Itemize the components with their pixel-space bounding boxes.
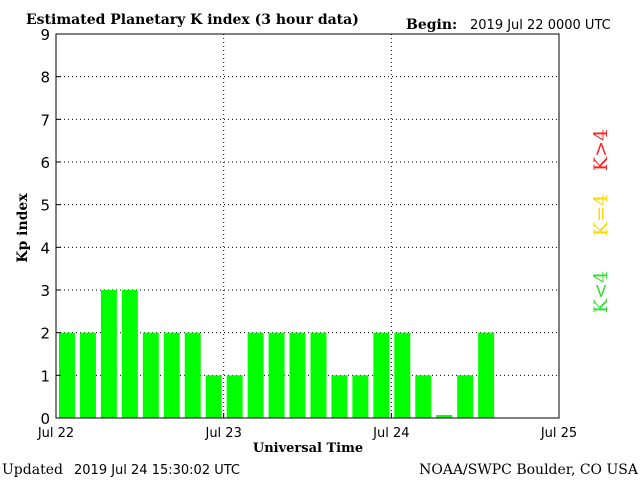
- y-tick-label: 1: [40, 367, 50, 385]
- updated-value: 2019 Jul 24 15:30:02 UTC: [74, 463, 240, 478]
- bar-16: [394, 332, 411, 418]
- y-tick-label: 2: [40, 325, 50, 343]
- bar-1: [79, 332, 96, 418]
- bar-0: [59, 332, 75, 418]
- bar-15: [373, 332, 390, 418]
- x-tick-label: Jul 22: [37, 426, 74, 441]
- x-tick-label: Jul 25: [540, 426, 577, 441]
- plot-frame: [55, 33, 560, 419]
- x-tick-label: Jul 23: [204, 426, 241, 441]
- legend-k-below-4: K<4: [590, 271, 612, 313]
- bar-18: [436, 415, 453, 418]
- y-tick-label: 8: [40, 69, 50, 87]
- x-tick-labels: Jul 22 Jul 23 Jul 24 Jul 25: [37, 413, 577, 441]
- bar-5: [163, 332, 180, 418]
- bar-2: [100, 290, 117, 418]
- legend-k-above-4: K>4: [590, 129, 612, 171]
- y-tick-label: 0: [40, 410, 50, 428]
- bar-9: [247, 332, 264, 418]
- y-tick-label: 3: [40, 282, 50, 300]
- bar-3: [121, 290, 138, 418]
- bar-4: [142, 332, 159, 418]
- updated-label: Updated: [2, 462, 63, 478]
- y-axis-title: Kp index: [15, 193, 31, 263]
- bar-8: [226, 375, 243, 418]
- bar-12: [310, 332, 327, 418]
- bar-6: [184, 332, 201, 418]
- credit-text: NOAA/SWPC Boulder, CO USA: [419, 462, 639, 478]
- y-tick-label: 9: [40, 26, 50, 44]
- bar-17: [415, 375, 432, 418]
- bar-11: [289, 332, 306, 418]
- y-tick-labels: 0 1 2 3 4 5 6 7 8 9: [40, 26, 61, 428]
- y-tick-label: 7: [40, 111, 50, 129]
- x-axis-title: Universal Time: [253, 441, 363, 456]
- chart-title: Estimated Planetary K index (3 hour data…: [26, 12, 359, 28]
- begin-value: 2019 Jul 22 0000 UTC: [470, 18, 611, 33]
- bar-10: [268, 332, 285, 418]
- bars: [59, 290, 495, 418]
- bar-14: [352, 375, 369, 418]
- bar-7: [205, 375, 222, 418]
- bar-19: [457, 375, 474, 418]
- y-tick-label: 4: [40, 239, 50, 257]
- grid-lines: [56, 34, 559, 418]
- begin-label: Begin:: [406, 17, 457, 33]
- bar-20: [478, 332, 495, 418]
- x-tick-label: Jul 24: [372, 426, 409, 441]
- legend-k-equal-4: K=4: [590, 194, 612, 236]
- bar-13: [331, 375, 348, 418]
- y-tick-label: 5: [40, 197, 50, 215]
- y-tick-label: 6: [40, 154, 50, 172]
